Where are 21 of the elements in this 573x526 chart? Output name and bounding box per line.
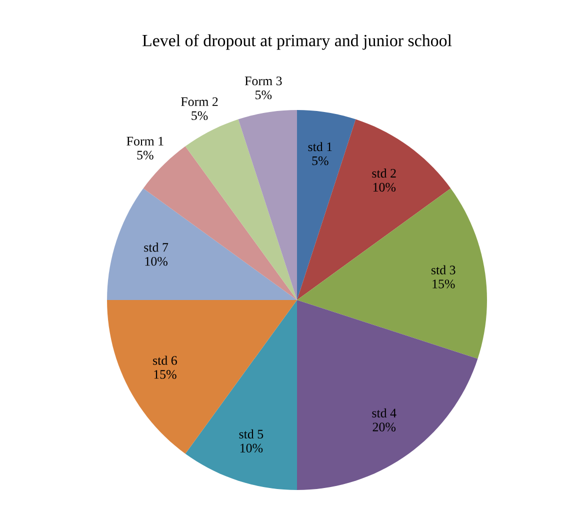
data-label: 10% xyxy=(373,182,396,192)
data-label: 5% xyxy=(256,90,272,100)
data-label: 5% xyxy=(312,156,328,166)
data-label: 20% xyxy=(372,422,396,432)
data-label: 5% xyxy=(192,111,208,120)
data-label: 10% xyxy=(145,256,168,266)
data-label: 5% xyxy=(137,150,154,160)
data-label: 10% xyxy=(240,444,263,452)
slice-label: std 1 xyxy=(308,142,332,152)
slice-label: std 2 xyxy=(372,168,396,178)
chart-title: Level of dropout at primary and junior school xyxy=(142,34,452,50)
slice-label: Form 2 xyxy=(181,97,218,106)
slice-label: std 7 xyxy=(144,242,168,252)
slice-label: Form 1 xyxy=(126,136,164,146)
slice-label: std 6 xyxy=(153,356,177,365)
data-label: 15% xyxy=(432,280,455,288)
slice-label: std 5 xyxy=(239,429,264,439)
data-label: 15% xyxy=(154,370,176,379)
slice-label: std 3 xyxy=(432,265,456,274)
slice-label: std 4 xyxy=(372,408,396,418)
slice-label: Form 3 xyxy=(244,76,282,86)
